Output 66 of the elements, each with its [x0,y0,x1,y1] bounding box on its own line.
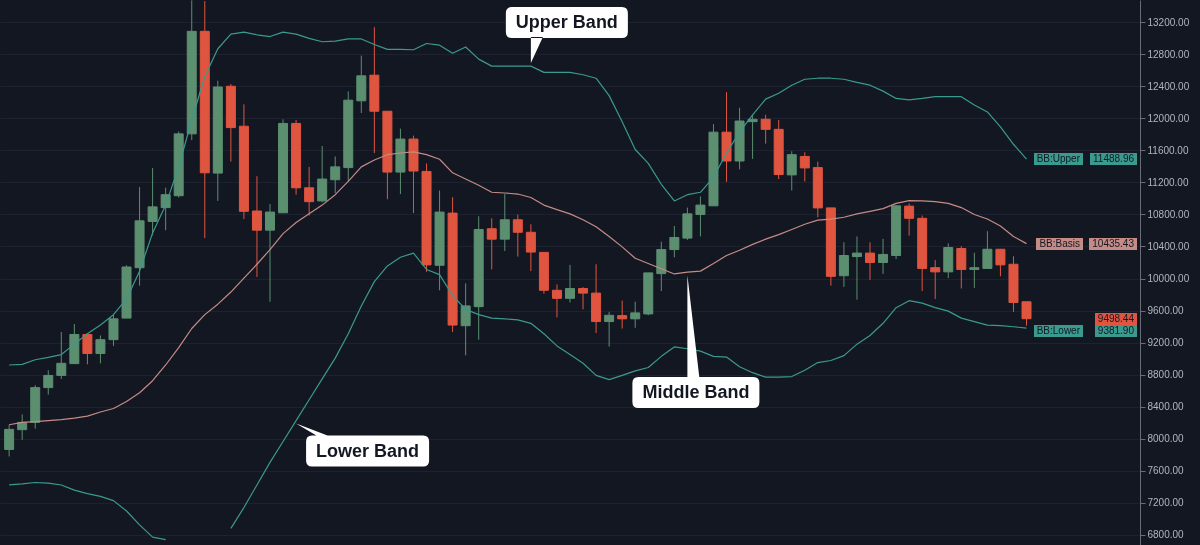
candlestick [851,235,862,301]
candlestick [82,332,93,365]
y-tick-label: 12000.00 [1147,112,1190,124]
legend-label: BB:Upper [1033,153,1083,166]
candlestick [760,114,771,145]
y-tick-label: 7600.00 [1147,465,1185,477]
candlestick [460,282,471,356]
y-tick-label: 10800.00 [1147,208,1190,220]
candlestick [578,286,589,310]
candlestick [551,283,562,318]
candlestick [669,225,680,258]
y-tick-label: 12800.00 [1147,48,1190,60]
candlestick [108,314,119,347]
candlestick [617,300,628,330]
text: 9381.90 [1094,324,1137,337]
candlestick [317,145,328,203]
candlestick [525,223,536,272]
annotation: Middle Band [641,381,751,404]
candlestick [930,259,941,300]
candlestick [865,241,875,281]
candlestick [56,331,67,380]
candlestick [904,202,915,237]
candlestick [969,252,980,289]
candlestick [995,248,1006,277]
annotation: Lower Band [315,439,421,463]
y-tick-label: 8800.00 [1147,369,1185,381]
candlestick [786,150,797,192]
candlestick [330,155,341,194]
y-tick-label: 10400.00 [1147,240,1190,252]
y-tick-label: 10000.00 [1147,273,1190,285]
candlestick [251,175,262,278]
candlestick [512,214,523,258]
y-tick-label: 6800.00 [1147,529,1185,541]
line-series [8,31,1028,366]
candlestick [565,264,575,303]
candlestick [486,217,497,270]
candlestick [1021,301,1032,327]
y-tick-label: 8400.00 [1147,401,1185,413]
y-tick-label: 12400.00 [1147,80,1190,92]
y-tick-label: 11600.00 [1147,144,1189,156]
legend-label: BB:Lower [1033,324,1083,337]
candlestick [630,301,641,329]
y-tick-label: 9600.00 [1147,305,1185,317]
legend-label: BB:Basis [1036,237,1083,250]
candlestick [982,230,993,269]
candlestick [878,238,889,275]
candlestick [265,203,275,303]
candlestick [43,369,54,396]
y-tick-label: 7200.00 [1147,497,1185,509]
y-tick-label: 8000.00 [1147,433,1185,445]
text: 10435.43 [1089,237,1137,250]
candlestick [838,241,849,288]
text: 11488.96 [1090,153,1137,166]
candlestick [799,151,810,182]
candlestick [956,245,967,290]
text: 9498.44 [1094,312,1137,325]
annotation: Upper Band [514,11,619,34]
candlestick [304,166,315,217]
y-tick-label: 13200.00 [1147,16,1190,28]
y-tick-label: 9200.00 [1147,337,1185,349]
candlestick [4,424,15,457]
candlestick [604,311,615,348]
candlestick [499,193,510,252]
y-tick-label: 11200.00 [1147,176,1189,188]
candlestick [95,335,106,364]
candlestick [695,195,706,237]
